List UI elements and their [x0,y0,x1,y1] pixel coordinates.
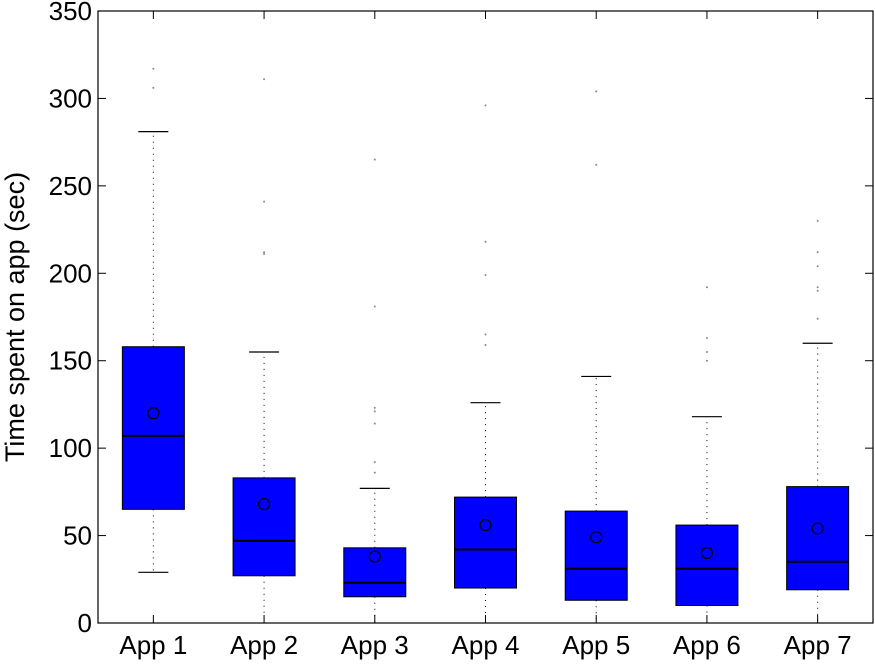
outlier-point [263,251,266,254]
y-tick-label: 100 [49,433,92,463]
outlier-point [373,158,376,161]
box-1 [121,67,185,573]
mean-marker [700,546,714,560]
box-2 [232,78,296,623]
x-tick-label: App 2 [230,630,298,660]
outlier-point [373,406,376,409]
outlier-point [373,422,376,425]
outlier-point [816,265,819,268]
y-tick-label: 250 [49,171,92,201]
outlier-point [373,410,376,413]
outlier-point [816,289,819,292]
iqr-box [232,477,296,577]
outlier-point [484,333,487,336]
iqr-box [564,510,628,601]
mean-marker [479,518,492,532]
outlier-point [705,336,708,339]
outlier-point [484,343,487,346]
boxes-layer [121,67,850,623]
y-tick-label: 300 [49,83,92,113]
plot-frame [97,10,874,624]
x-tick-label: App 5 [562,630,630,660]
outlier-point [373,461,376,464]
mean-marker [147,407,160,420]
outlier-point [595,163,598,166]
outlier-point [263,253,266,256]
y-tick-label: 350 [49,0,92,26]
y-axis-label: Time spent on app (sec) [0,172,30,462]
outlier-point [373,471,376,474]
outlier-point [152,86,155,89]
mean-marker [811,522,824,535]
outlier-point [816,251,819,254]
outlier-point [816,317,819,320]
box-4 [454,104,517,623]
box-7 [786,219,850,623]
outlier-point [705,350,708,353]
mean-marker [257,497,271,511]
x-tick-label: App 6 [673,630,741,660]
outlier-point [263,200,266,203]
outlier-point [263,78,266,81]
outlier-point [816,286,819,289]
outlier-point [373,305,376,308]
iqr-box [121,346,185,510]
y-tick-label: 200 [49,258,92,288]
box-3 [343,158,407,623]
outlier-point [705,359,708,362]
outlier-point [595,90,598,93]
y-tick-label: 50 [63,521,92,551]
box-6 [675,286,739,623]
outlier-point [816,219,819,222]
mean-marker [590,531,603,544]
x-tick-label: App 3 [341,630,409,660]
outlier-point [484,274,487,277]
x-tick-label: App 1 [119,630,187,660]
x-tick-label: App 4 [452,630,520,660]
y-tick-label: 0 [78,608,92,638]
outlier-point [152,67,155,70]
iqr-box [343,547,407,598]
iqr-box [786,486,850,591]
box-5 [564,90,628,623]
mean-marker [368,550,381,563]
y-tick-label: 150 [49,346,92,376]
ticks-layer: 0 50 100 150 200 250 300 350 App 1 App 2 App 3 App … [49,0,873,660]
iqr-box [454,496,517,589]
outlier-point [484,104,487,107]
iqr-box [675,524,739,607]
x-tick-label: App 7 [784,630,852,660]
outlier-point [705,286,708,289]
outlier-point [484,240,487,243]
